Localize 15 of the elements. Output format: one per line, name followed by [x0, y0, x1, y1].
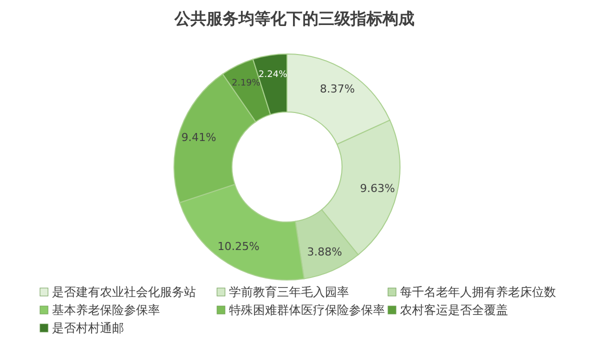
data-label: 9.63% [360, 182, 395, 195]
chart-title: 公共服务均等化下的三级指标构成 [174, 9, 414, 28]
legend-label: 是否村村通邮 [52, 321, 124, 335]
data-label: 10.25% [217, 240, 260, 253]
legend-label: 特殊困难群体医疗保险参保率 [229, 303, 385, 317]
legend-label: 农村客运是否全覆盖 [400, 303, 508, 317]
data-label: 3.88% [307, 246, 342, 259]
data-label: 2.24% [258, 70, 288, 80]
data-label: 2.19% [232, 78, 261, 88]
legend-label: 是否建有农业社会化服务站 [52, 285, 196, 299]
legend-label: 基本养老保险参保率 [52, 303, 160, 317]
data-label: 9.41% [181, 131, 216, 144]
legend-label: 每千名老年人拥有养老床位数 [400, 285, 556, 299]
legend-label: 学前教育三年毛入园率 [229, 285, 349, 299]
data-label: 8.37% [320, 82, 355, 96]
